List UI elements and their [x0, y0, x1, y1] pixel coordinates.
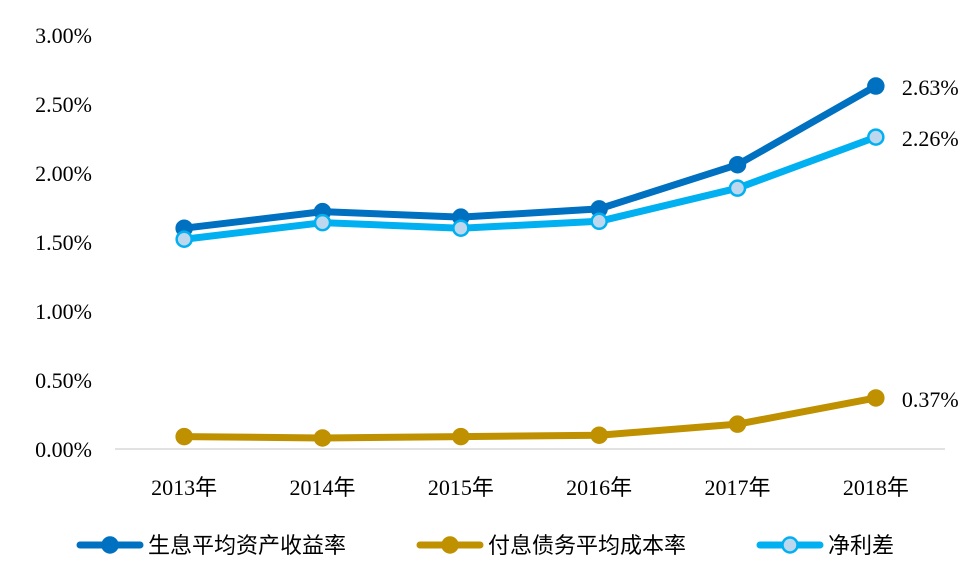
- y-tick-label: 0.00%: [35, 437, 92, 462]
- data-label: 0.37%: [902, 387, 959, 412]
- legend-label: 付息债务平均成本率: [488, 534, 686, 559]
- data-point: [313, 429, 332, 447]
- x-tick-label: 2013年: [151, 475, 217, 500]
- legend-entry: 付息债务平均成本率: [416, 534, 686, 559]
- series-line: [180, 82, 880, 232]
- y-tick-label: 0.50%: [35, 368, 92, 393]
- data-label: 2.63%: [902, 75, 959, 100]
- data-point: [313, 213, 332, 232]
- x-tick-label: 2014年: [289, 475, 355, 500]
- data-point: [452, 427, 470, 446]
- y-tick-label: 1.00%: [35, 299, 92, 324]
- data-point: [728, 179, 747, 197]
- legend-label: 净利差: [828, 534, 894, 559]
- series-line: [180, 133, 880, 243]
- legend-marker: [781, 536, 799, 554]
- y-axis-ticks: 0.00% 0.50% 1.00% 1.50% 2.00% 2.50% 3.00%: [35, 23, 92, 462]
- series-2: [175, 389, 885, 447]
- data-point: [867, 128, 885, 146]
- x-tick-label: 2018年: [843, 475, 909, 500]
- data-point: [728, 415, 747, 433]
- legend-entry: 净利差: [756, 534, 894, 559]
- x-tick-label: 2016年: [566, 475, 632, 500]
- data-point: [452, 219, 470, 237]
- legend-marker: [441, 536, 459, 554]
- data-point: [867, 389, 885, 407]
- series-3: [175, 128, 885, 248]
- data-point: [867, 77, 885, 95]
- series-1: [175, 77, 885, 237]
- legend-marker: [101, 536, 119, 554]
- legend-label: 生息平均资产收益率: [148, 534, 346, 559]
- y-tick-label: 2.50%: [35, 92, 92, 117]
- data-label: 2.26%: [902, 126, 959, 151]
- y-tick-label: 3.00%: [35, 23, 92, 48]
- data-point: [175, 230, 193, 248]
- x-tick-label: 2017年: [704, 475, 770, 500]
- y-tick-label: 1.50%: [35, 230, 92, 255]
- y-tick-label: 2.00%: [35, 161, 92, 186]
- data-point: [590, 212, 608, 231]
- data-point: [590, 426, 608, 444]
- series-group: [175, 77, 885, 447]
- data-labels: 2.63% 0.37% 2.26%: [902, 75, 959, 412]
- legend-entry: 生息平均资产收益率: [76, 534, 346, 559]
- series-line: [180, 394, 880, 442]
- legend: 生息平均资产收益率 付息债务平均成本率 净利差: [76, 534, 894, 559]
- data-point: [728, 155, 747, 174]
- data-point: [175, 427, 193, 446]
- x-axis-ticks: 2013年 2014年 2015年 2016年 2017年 2018年: [151, 475, 909, 500]
- x-tick-label: 2015年: [428, 475, 494, 500]
